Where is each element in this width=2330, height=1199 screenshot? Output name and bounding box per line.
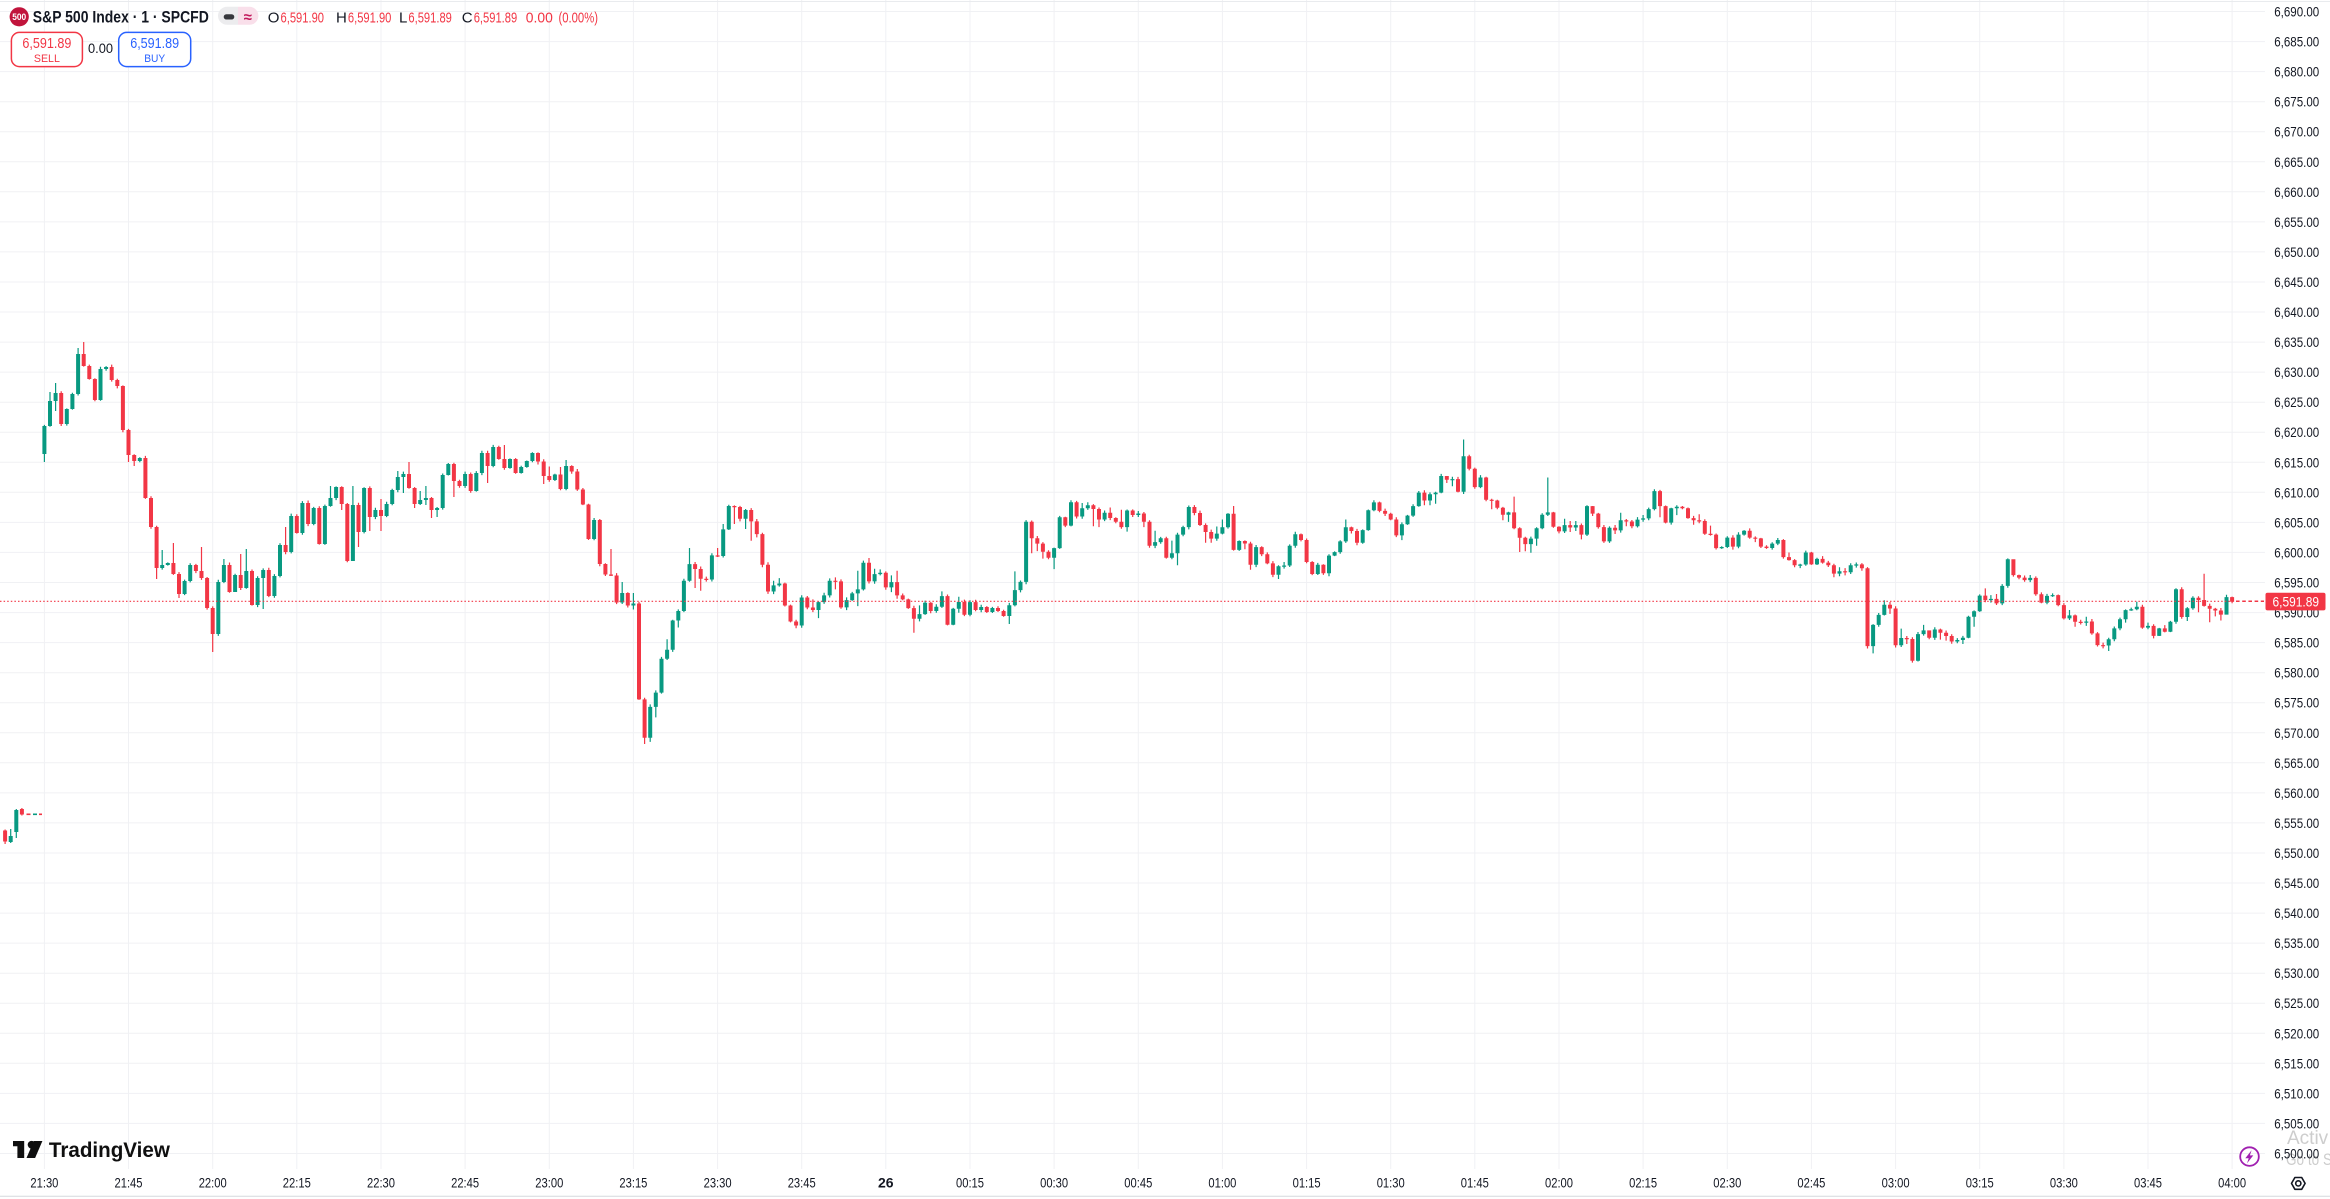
svg-text:BUY: BUY: [144, 53, 166, 65]
svg-text:6,685.00: 6,685.00: [2274, 34, 2319, 50]
svg-text:0.00: 0.00: [526, 10, 553, 27]
svg-text:6,540.00: 6,540.00: [2274, 905, 2319, 921]
svg-text:6,600.00: 6,600.00: [2274, 544, 2319, 560]
svg-text:6,545.00: 6,545.00: [2274, 875, 2319, 891]
svg-text:21:45: 21:45: [115, 1175, 143, 1191]
svg-text:S&P 500 Index · 1 · SPCFD: S&P 500 Index · 1 · SPCFD: [33, 9, 209, 27]
svg-text:6,535.00: 6,535.00: [2274, 935, 2319, 951]
svg-text:01:00: 01:00: [1208, 1175, 1236, 1191]
svg-text:6,591.89: 6,591.89: [22, 36, 71, 52]
svg-text:0.00: 0.00: [88, 41, 113, 56]
svg-text:6,560.00: 6,560.00: [2274, 785, 2319, 801]
svg-text:26: 26: [878, 1175, 894, 1191]
svg-text:≈: ≈: [244, 9, 252, 26]
svg-text:6,595.00: 6,595.00: [2274, 575, 2319, 591]
svg-text:03:15: 03:15: [1966, 1175, 1994, 1191]
svg-text:23:30: 23:30: [704, 1175, 732, 1191]
svg-text:02:15: 02:15: [1629, 1175, 1657, 1191]
svg-text:6,655.00: 6,655.00: [2274, 214, 2319, 230]
svg-text:02:30: 02:30: [1713, 1175, 1741, 1191]
svg-text:00:45: 00:45: [1124, 1175, 1152, 1191]
svg-text:6,620.00: 6,620.00: [2274, 424, 2319, 440]
svg-text:Activ: Activ: [2287, 1128, 2329, 1149]
svg-text:6,625.00: 6,625.00: [2274, 394, 2319, 410]
svg-text:03:30: 03:30: [2050, 1175, 2078, 1191]
svg-text:02:45: 02:45: [1797, 1175, 1825, 1191]
svg-text:6,591.90: 6,591.90: [348, 10, 392, 27]
svg-text:6,570.00: 6,570.00: [2274, 725, 2319, 741]
svg-text:6,591.89: 6,591.89: [130, 36, 179, 52]
svg-text:22:00: 22:00: [199, 1175, 227, 1191]
svg-text:6,605.00: 6,605.00: [2274, 514, 2319, 530]
svg-text:6,510.00: 6,510.00: [2274, 1085, 2319, 1101]
svg-text:6,525.00: 6,525.00: [2274, 995, 2319, 1011]
svg-text:Go to S: Go to S: [2286, 1151, 2330, 1169]
svg-text:L: L: [399, 10, 407, 27]
svg-text:6,591.89: 6,591.89: [2273, 595, 2320, 610]
svg-text:SELL: SELL: [34, 53, 60, 65]
svg-text:03:45: 03:45: [2134, 1175, 2162, 1191]
svg-text:6,665.00: 6,665.00: [2274, 154, 2319, 170]
svg-text:03:00: 03:00: [1882, 1175, 1910, 1191]
svg-text:01:45: 01:45: [1461, 1175, 1489, 1191]
svg-text:(0.00%): (0.00%): [559, 10, 599, 27]
svg-text:6,591.89: 6,591.89: [474, 10, 518, 27]
svg-text:6,500.00: 6,500.00: [2274, 1146, 2319, 1162]
svg-text:6,690.00: 6,690.00: [2274, 4, 2319, 20]
svg-text:6,575.00: 6,575.00: [2274, 695, 2319, 711]
svg-text:01:15: 01:15: [1293, 1175, 1321, 1191]
svg-text:00:30: 00:30: [1040, 1175, 1068, 1191]
svg-text:6,580.00: 6,580.00: [2274, 665, 2319, 681]
svg-text:6,565.00: 6,565.00: [2274, 755, 2319, 771]
svg-text:O: O: [268, 10, 280, 27]
svg-text:6,615.00: 6,615.00: [2274, 454, 2319, 470]
svg-text:00:15: 00:15: [956, 1175, 984, 1191]
svg-text:H: H: [336, 10, 347, 27]
svg-text:6,555.00: 6,555.00: [2274, 815, 2319, 831]
svg-text:6,550.00: 6,550.00: [2274, 845, 2319, 861]
svg-text:6,505.00: 6,505.00: [2274, 1115, 2319, 1131]
svg-text:500: 500: [12, 12, 26, 23]
svg-text:6,680.00: 6,680.00: [2274, 64, 2319, 80]
svg-text:22:45: 22:45: [451, 1175, 479, 1191]
svg-text:22:30: 22:30: [367, 1175, 395, 1191]
svg-text:6,635.00: 6,635.00: [2274, 334, 2319, 350]
svg-text:6,630.00: 6,630.00: [2274, 364, 2319, 380]
svg-text:6,670.00: 6,670.00: [2274, 124, 2319, 140]
svg-text:6,530.00: 6,530.00: [2274, 965, 2319, 981]
svg-text:02:00: 02:00: [1545, 1175, 1573, 1191]
svg-text:6,591.90: 6,591.90: [281, 10, 325, 27]
svg-text:6,675.00: 6,675.00: [2274, 94, 2319, 110]
svg-text:6,515.00: 6,515.00: [2274, 1055, 2319, 1071]
svg-text:6,591.89: 6,591.89: [408, 10, 452, 27]
svg-text:6,650.00: 6,650.00: [2274, 244, 2319, 260]
svg-text:6,660.00: 6,660.00: [2274, 184, 2319, 200]
svg-text:22:15: 22:15: [283, 1175, 311, 1191]
svg-text:6,610.00: 6,610.00: [2274, 484, 2319, 500]
svg-text:6,640.00: 6,640.00: [2274, 304, 2319, 320]
svg-text:6,645.00: 6,645.00: [2274, 274, 2319, 290]
svg-text:01:30: 01:30: [1377, 1175, 1405, 1191]
svg-text:21:30: 21:30: [30, 1175, 58, 1191]
svg-text:04:00: 04:00: [2218, 1175, 2246, 1191]
svg-text:C: C: [462, 10, 473, 27]
svg-text:23:00: 23:00: [535, 1175, 563, 1191]
svg-text:6,585.00: 6,585.00: [2274, 635, 2319, 651]
svg-text:23:45: 23:45: [788, 1175, 816, 1191]
svg-text:6,520.00: 6,520.00: [2274, 1025, 2319, 1041]
svg-text:23:15: 23:15: [619, 1175, 647, 1191]
svg-text:TradingView: TradingView: [49, 1138, 170, 1162]
